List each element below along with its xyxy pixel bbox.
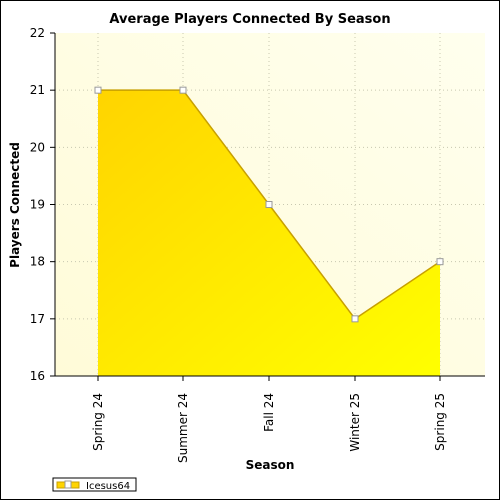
legend-marker — [64, 480, 72, 489]
y-tick-label: 19 — [30, 198, 45, 212]
x-tick-label: Winter 25 — [348, 393, 362, 452]
series-area — [94, 86, 444, 377]
data-point — [351, 315, 359, 323]
chart-title: Average Players Connected By Season — [109, 12, 390, 27]
data-point — [436, 258, 444, 266]
x-tick-label: Spring 24 — [91, 393, 105, 451]
y-tick-label: 17 — [30, 312, 45, 326]
data-point — [179, 86, 187, 94]
data-point — [94, 86, 102, 94]
y-tick-label: 22 — [30, 26, 45, 40]
legend: Icesus64 — [52, 477, 137, 492]
legend-entry-icesus64: Icesus64 — [86, 481, 130, 492]
x-axis-ticks: Spring 24 Summer 24 Fall 24 Winter 25 Spring… — [91, 376, 447, 463]
y-axis-label: Players Connected — [8, 142, 22, 268]
y-tick-label: 21 — [30, 83, 45, 97]
x-tick-label: Spring 25 — [433, 393, 447, 451]
y-tick-label: 18 — [30, 255, 45, 269]
series-area-fill — [98, 90, 440, 377]
y-tick-label: 16 — [30, 369, 45, 383]
x-tick-label: Fall 24 — [262, 393, 276, 432]
y-tick-label: 20 — [30, 140, 45, 154]
data-point — [265, 201, 273, 208]
y-axis-ticks: 16 17 18 19 20 21 22 — [30, 26, 55, 383]
x-tick-label: Summer 24 — [176, 393, 190, 463]
x-axis-label: Season — [246, 458, 295, 472]
